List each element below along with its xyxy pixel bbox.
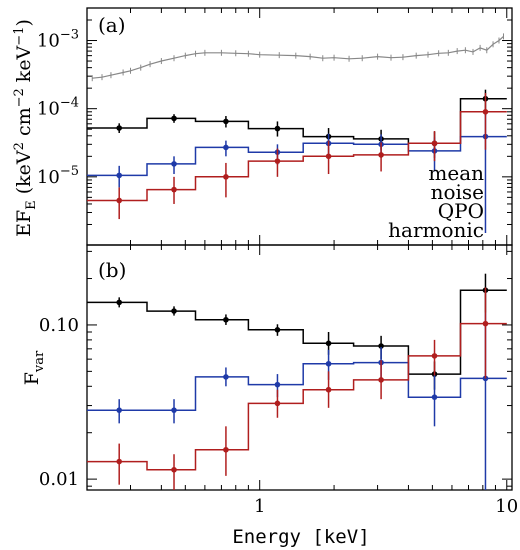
data-point-harmonic xyxy=(223,446,229,453)
data-point-qpo xyxy=(431,394,438,400)
panel-a-label: (a) xyxy=(98,13,126,37)
panel-b-label: (b) xyxy=(98,258,126,282)
data-point-noise xyxy=(171,115,177,122)
data-point-harmonic xyxy=(274,400,281,407)
series-step-qpo xyxy=(87,361,507,411)
data-point-qpo xyxy=(274,381,281,388)
data-point-harmonic xyxy=(482,108,489,115)
data-point-qpo xyxy=(482,375,489,382)
data-point-noise xyxy=(116,125,123,131)
xlabel: Energy [keV] xyxy=(232,526,369,548)
data-point-harmonic xyxy=(171,466,177,473)
data-point-harmonic xyxy=(171,186,177,193)
series-step-noise xyxy=(87,289,507,375)
legend: mean noise QPO harmonic xyxy=(388,161,484,242)
series-step-noise xyxy=(87,97,507,145)
x-tick-label: 1 xyxy=(254,496,265,517)
data-point-qpo xyxy=(325,360,332,367)
data-point-noise xyxy=(171,308,177,314)
y-tick-label-a: 10−3 xyxy=(37,28,79,52)
series-line-mean xyxy=(92,35,504,79)
data-point-harmonic xyxy=(482,320,489,327)
data-point-harmonic xyxy=(116,197,123,204)
y-tick-label-a: 10−5 xyxy=(37,164,79,188)
data-point-qpo xyxy=(171,161,177,167)
data-point-noise xyxy=(116,299,123,306)
legend-entry-harmonic: harmonic xyxy=(388,218,484,242)
data-point-qpo xyxy=(116,407,123,413)
legend-entry-qpo: QPO xyxy=(438,199,484,223)
x-tick-label: 10 xyxy=(495,496,518,517)
data-point-qpo xyxy=(116,172,123,179)
data-point-noise xyxy=(378,343,384,349)
data-point-harmonic xyxy=(431,353,438,359)
data-point-noise xyxy=(325,340,332,347)
ylabel-a: EFE (keV2 cm−2 keV−1) xyxy=(12,19,39,237)
data-point-harmonic xyxy=(223,174,229,180)
legend-entry-mean: mean xyxy=(428,161,484,185)
data-point-harmonic xyxy=(378,152,384,158)
y-tick-label-b: 0.01 xyxy=(39,469,79,490)
data-point-noise xyxy=(223,316,229,323)
panel-b: 0.01 0.10 1 10 xyxy=(39,244,518,517)
y-tick-label-b: 0.10 xyxy=(39,315,79,336)
panel-a: 10−5 10−4 10−3 xyxy=(37,7,513,246)
data-point-qpo xyxy=(171,407,177,413)
y-tick-label-a: 10−4 xyxy=(37,96,79,120)
data-point-harmonic xyxy=(274,158,281,164)
legend-entry-noise: noise xyxy=(431,180,484,204)
ylabel-b: Fvar xyxy=(21,350,47,385)
data-point-qpo xyxy=(223,374,229,380)
data-point-qpo xyxy=(223,144,229,151)
plot-frame-b xyxy=(86,244,513,491)
data-point-noise xyxy=(274,125,281,132)
data-point-harmonic xyxy=(325,386,332,393)
data-point-harmonic xyxy=(431,140,438,147)
data-point-harmonic xyxy=(116,458,123,465)
data-point-noise xyxy=(274,327,281,333)
data-point-noise xyxy=(223,118,229,125)
data-point-harmonic xyxy=(378,377,384,383)
data-point-harmonic xyxy=(325,153,332,160)
